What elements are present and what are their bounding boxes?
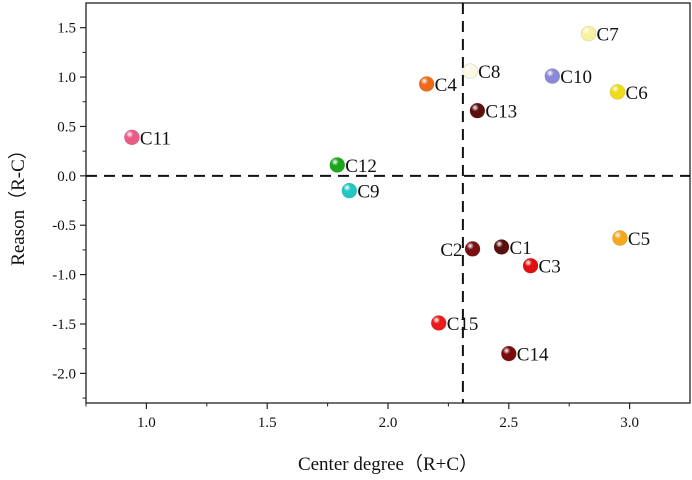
x-tick-label: 3.0 xyxy=(620,415,639,431)
point-label-c12: C12 xyxy=(345,156,377,177)
point-c5 xyxy=(612,230,628,246)
x-axis-title: Center degree（R+C） xyxy=(298,453,478,475)
y-tick-label: -2.0 xyxy=(52,366,76,382)
point-label-c5: C5 xyxy=(628,229,650,250)
y-tick-label: 0.0 xyxy=(57,169,76,185)
x-tick-label: 1.0 xyxy=(137,415,156,431)
point-c13 xyxy=(469,102,486,119)
y-tick-label: 0.5 xyxy=(57,119,76,135)
x-tick-label: 2.0 xyxy=(379,415,398,431)
point-label-c1: C1 xyxy=(510,238,532,259)
point-label-c13: C13 xyxy=(485,102,517,123)
data-points: C1 C2 C3 C4 C5 C6 C7 C8 C9 C10 C11 C12 C13 C14 C15 xyxy=(124,25,650,366)
point-c7 xyxy=(580,25,597,42)
x-axis-ticks: 1.0 1.5 2.0 2.5 3.0 xyxy=(85,403,639,431)
point-c1 xyxy=(493,239,510,255)
point-c3 xyxy=(522,257,539,274)
point-label-c6: C6 xyxy=(626,83,648,104)
y-axis-ticks: 1.5 1.0 0.5 0.0 -0.5 -1.0 -1.5 -2.0 xyxy=(52,21,86,399)
point-label-c2: C2 xyxy=(440,240,462,261)
point-c11 xyxy=(124,129,140,146)
point-c9 xyxy=(341,182,358,199)
point-c4 xyxy=(418,76,435,92)
y-tick-label: -1.5 xyxy=(52,317,76,333)
point-label-c14: C14 xyxy=(517,345,549,366)
point-label-c8: C8 xyxy=(478,62,500,83)
y-tick-label: 1.0 xyxy=(57,70,76,86)
x-tick-label: 1.5 xyxy=(258,415,277,431)
plot-frame xyxy=(85,2,691,404)
point-c14 xyxy=(500,345,517,362)
point-c8 xyxy=(462,63,478,79)
reference-lines xyxy=(86,3,690,403)
point-label-c15: C15 xyxy=(447,314,479,335)
point-c6 xyxy=(609,84,626,100)
y-tick-label: -1.0 xyxy=(52,268,76,284)
point-c2 xyxy=(464,241,481,257)
y-tick-label: -0.5 xyxy=(52,218,76,234)
y-axis-title: Reason（R-C） xyxy=(7,140,29,266)
point-label-c7: C7 xyxy=(597,25,619,46)
point-label-c4: C4 xyxy=(435,75,458,96)
point-label-c9: C9 xyxy=(357,182,379,203)
point-c12 xyxy=(329,157,346,173)
point-label-c10: C10 xyxy=(560,67,592,88)
point-c10 xyxy=(544,68,561,84)
point-c15 xyxy=(430,315,447,331)
point-label-c3: C3 xyxy=(539,257,561,278)
x-tick-label: 2.5 xyxy=(499,415,518,431)
point-label-c11: C11 xyxy=(140,128,171,149)
y-tick-label: 1.5 xyxy=(57,21,76,37)
